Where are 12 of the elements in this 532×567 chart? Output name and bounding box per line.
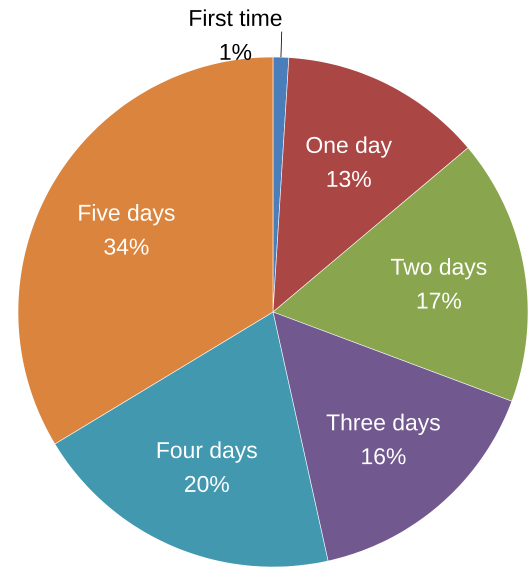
slice-label: One day [306, 136, 392, 158]
slice-label: Four days [158, 441, 257, 463]
slice-label: Three days [326, 414, 440, 436]
data-label: 17% [418, 292, 461, 309]
data-label: 13% [328, 170, 371, 188]
data-label: 1% [220, 44, 252, 60]
slice-label: Two days [390, 258, 486, 280]
data-label: 20% [185, 476, 229, 492]
data-label: 34% [104, 238, 148, 255]
slice-label: Five days [79, 204, 175, 226]
slice-label: First time [190, 9, 282, 26]
data-label: 16% [362, 448, 406, 464]
